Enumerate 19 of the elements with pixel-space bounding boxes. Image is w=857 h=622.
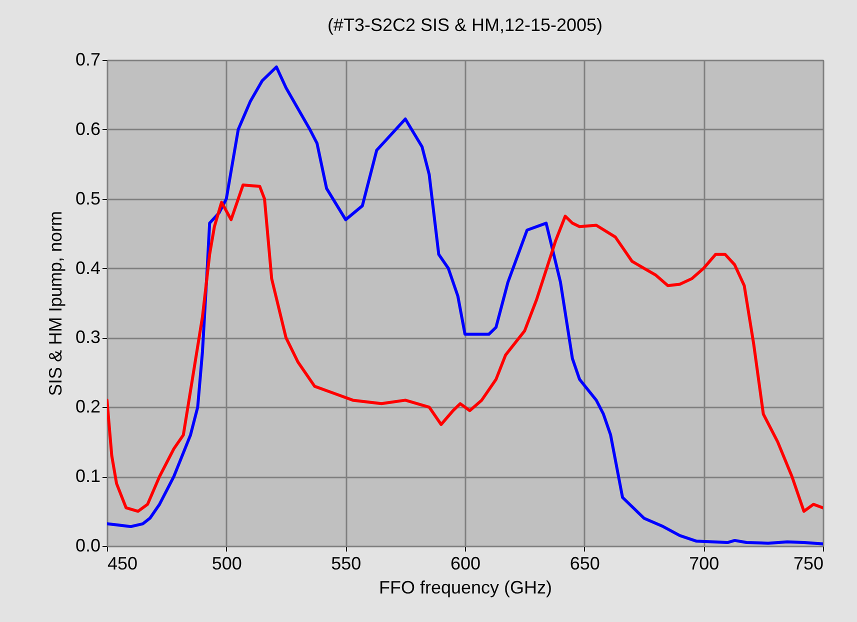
- y-tick-label: 0.7: [75, 50, 100, 70]
- y-tick-label: 0.0: [75, 536, 100, 556]
- x-tick-label: 550: [331, 554, 362, 574]
- y-tick-label: 0.5: [75, 188, 100, 208]
- y-tick-label: 0.6: [75, 118, 100, 139]
- y-tick-label: 0.1: [75, 466, 100, 486]
- x-tick-label: 500: [212, 554, 242, 574]
- x-tick-label: 750: [793, 554, 824, 574]
- x-tick-label: 450: [108, 554, 138, 574]
- y-tick-label: 0.3: [75, 327, 100, 348]
- x-tick-label: 700: [689, 554, 720, 574]
- chart-title: (#T3-S2C2 SIS & HM,12-15-2005): [327, 15, 603, 35]
- y-axis-title: SIS & HM Ipump, norm: [45, 210, 66, 396]
- y-tick-label: 0.4: [75, 258, 100, 278]
- line-series: [107, 183, 823, 513]
- y-tick-label: 0.2: [75, 396, 100, 417]
- x-tick-label: 600: [450, 554, 481, 574]
- x-tick-label: 650: [570, 554, 600, 574]
- x-axis-title: FFO frequency (GHz): [378, 578, 552, 598]
